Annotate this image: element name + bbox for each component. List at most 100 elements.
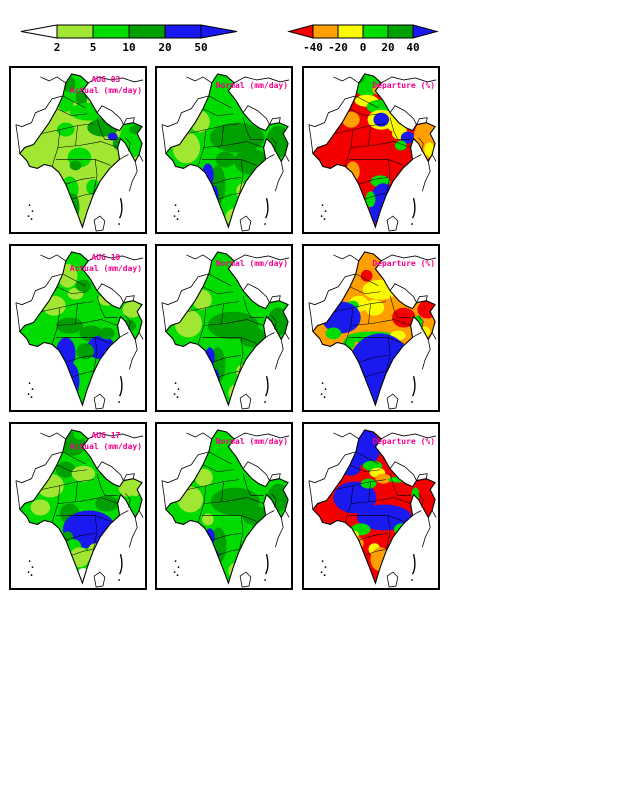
neighbor-border-line bbox=[308, 273, 356, 306]
india-outline bbox=[312, 73, 436, 229]
india-base-fill bbox=[312, 73, 436, 228]
neighbor-border-line bbox=[386, 215, 399, 232]
andaman-islands-mark bbox=[264, 198, 269, 219]
island-dot bbox=[28, 560, 31, 563]
state-border-line bbox=[57, 319, 118, 326]
island-dot bbox=[30, 574, 33, 576]
state-border-line bbox=[221, 303, 224, 324]
andaman-islands-mark bbox=[118, 198, 123, 219]
neighbor-border-line bbox=[128, 161, 138, 192]
state-border-line bbox=[348, 337, 404, 344]
neighbor-border-line bbox=[381, 432, 437, 440]
colorbar-tick-label: 10 bbox=[122, 41, 135, 54]
neighbor-border-line bbox=[381, 76, 437, 84]
neighbor-border-line bbox=[161, 451, 209, 484]
neighbor-border-line bbox=[186, 432, 212, 440]
state-border-line bbox=[385, 159, 391, 196]
state-border-line bbox=[358, 533, 389, 541]
colorbar-tick-label: -20 bbox=[328, 41, 348, 54]
state-border-line bbox=[41, 301, 94, 312]
india-base-fill bbox=[312, 251, 436, 406]
state-border-line bbox=[364, 548, 387, 556]
neighbor-border-line bbox=[138, 332, 144, 340]
neighbor-border-line bbox=[88, 76, 144, 84]
state-border-line bbox=[96, 295, 102, 310]
state-border-line bbox=[418, 493, 424, 508]
colorbar-tick-label: 50 bbox=[194, 41, 207, 54]
shade-region-blue bbox=[204, 347, 215, 368]
shade-region-green bbox=[56, 122, 75, 137]
andaman-islands-mark bbox=[118, 554, 123, 575]
island-dot bbox=[118, 579, 120, 581]
panel-title-variable: Normal (mm/day) bbox=[216, 436, 288, 446]
island-dot bbox=[264, 223, 266, 225]
state-border-line bbox=[41, 123, 94, 134]
andaman-islands-mark bbox=[411, 198, 416, 219]
state-border-line bbox=[100, 487, 118, 496]
neighbor-border-line bbox=[161, 273, 209, 306]
island-dot bbox=[30, 218, 33, 220]
shade-region-red bbox=[417, 300, 436, 319]
state-border-line bbox=[125, 315, 131, 330]
neighbor-border-line bbox=[15, 302, 21, 332]
neighbor-border-line bbox=[389, 105, 417, 125]
shade-region-green bbox=[124, 495, 141, 512]
state-border-line bbox=[418, 137, 424, 152]
state-border-line bbox=[242, 117, 248, 132]
state-border-line bbox=[197, 129, 207, 167]
india-map-aug03-departure: Departure (%) bbox=[308, 73, 437, 232]
neighbor-border-line bbox=[421, 339, 431, 370]
state-border-line bbox=[211, 355, 242, 363]
island-dot bbox=[118, 401, 120, 403]
neighbor-border-line bbox=[269, 117, 281, 125]
state-border-line bbox=[389, 473, 395, 488]
state-border-line bbox=[271, 315, 277, 330]
neighbor-border-line bbox=[412, 154, 422, 160]
shade-region-blue bbox=[373, 112, 390, 127]
andaman-islands-mark bbox=[264, 554, 269, 575]
shade-region-lightgreen bbox=[71, 465, 96, 482]
india-map-aug17-departure: Departure (%) bbox=[308, 429, 437, 588]
shade-region-blue bbox=[63, 363, 80, 400]
india-outline bbox=[312, 251, 436, 407]
state-border-line bbox=[334, 123, 387, 134]
map-panel-aug10-actual: AUG 10 Actual (mm/day) bbox=[9, 244, 147, 412]
neighbor-border-line bbox=[416, 295, 428, 303]
neighbor-border-line bbox=[119, 332, 129, 338]
island-dot bbox=[173, 571, 176, 573]
neighbor-border-line bbox=[386, 393, 399, 410]
neighbor-border-line bbox=[161, 480, 167, 510]
island-dot bbox=[177, 388, 180, 391]
shade-region-lightgreen bbox=[225, 208, 246, 227]
island-dot bbox=[28, 382, 31, 385]
state-border-line bbox=[96, 117, 102, 132]
neighbor-border-line bbox=[265, 154, 275, 160]
india-outline bbox=[165, 251, 289, 407]
state-border-line bbox=[187, 479, 240, 490]
colorbar-segment-lightgreen bbox=[56, 24, 94, 39]
state-border-line bbox=[202, 108, 234, 116]
colorbar-right-arrow bbox=[412, 24, 439, 39]
shade-region-blue bbox=[400, 131, 415, 144]
panel-title-variable: Normal (mm/day) bbox=[216, 80, 288, 90]
map-panel-aug17-departure: Departure (%) bbox=[302, 422, 440, 590]
island-dot bbox=[324, 566, 327, 569]
shade-region-orange bbox=[346, 161, 360, 182]
island-dot bbox=[320, 393, 323, 395]
neighbor-border-line bbox=[416, 473, 428, 481]
shade-region-green bbox=[69, 102, 109, 121]
neighbor-border-line bbox=[40, 76, 66, 84]
map-panel-aug17-actual: AUG 17 Actual (mm/day) bbox=[9, 422, 147, 590]
state-border-line bbox=[246, 131, 264, 140]
state-border-line bbox=[56, 464, 88, 472]
neighbor-border-line bbox=[389, 283, 417, 303]
state-border-line bbox=[203, 497, 264, 504]
colorbar-segment-darkgreen bbox=[387, 24, 414, 39]
india-map-aug10-departure: Departure (%) bbox=[308, 251, 437, 410]
state-border-line bbox=[355, 451, 379, 465]
panel-title-date: AUG 10 bbox=[91, 252, 120, 262]
neighbor-border-line bbox=[239, 571, 252, 588]
